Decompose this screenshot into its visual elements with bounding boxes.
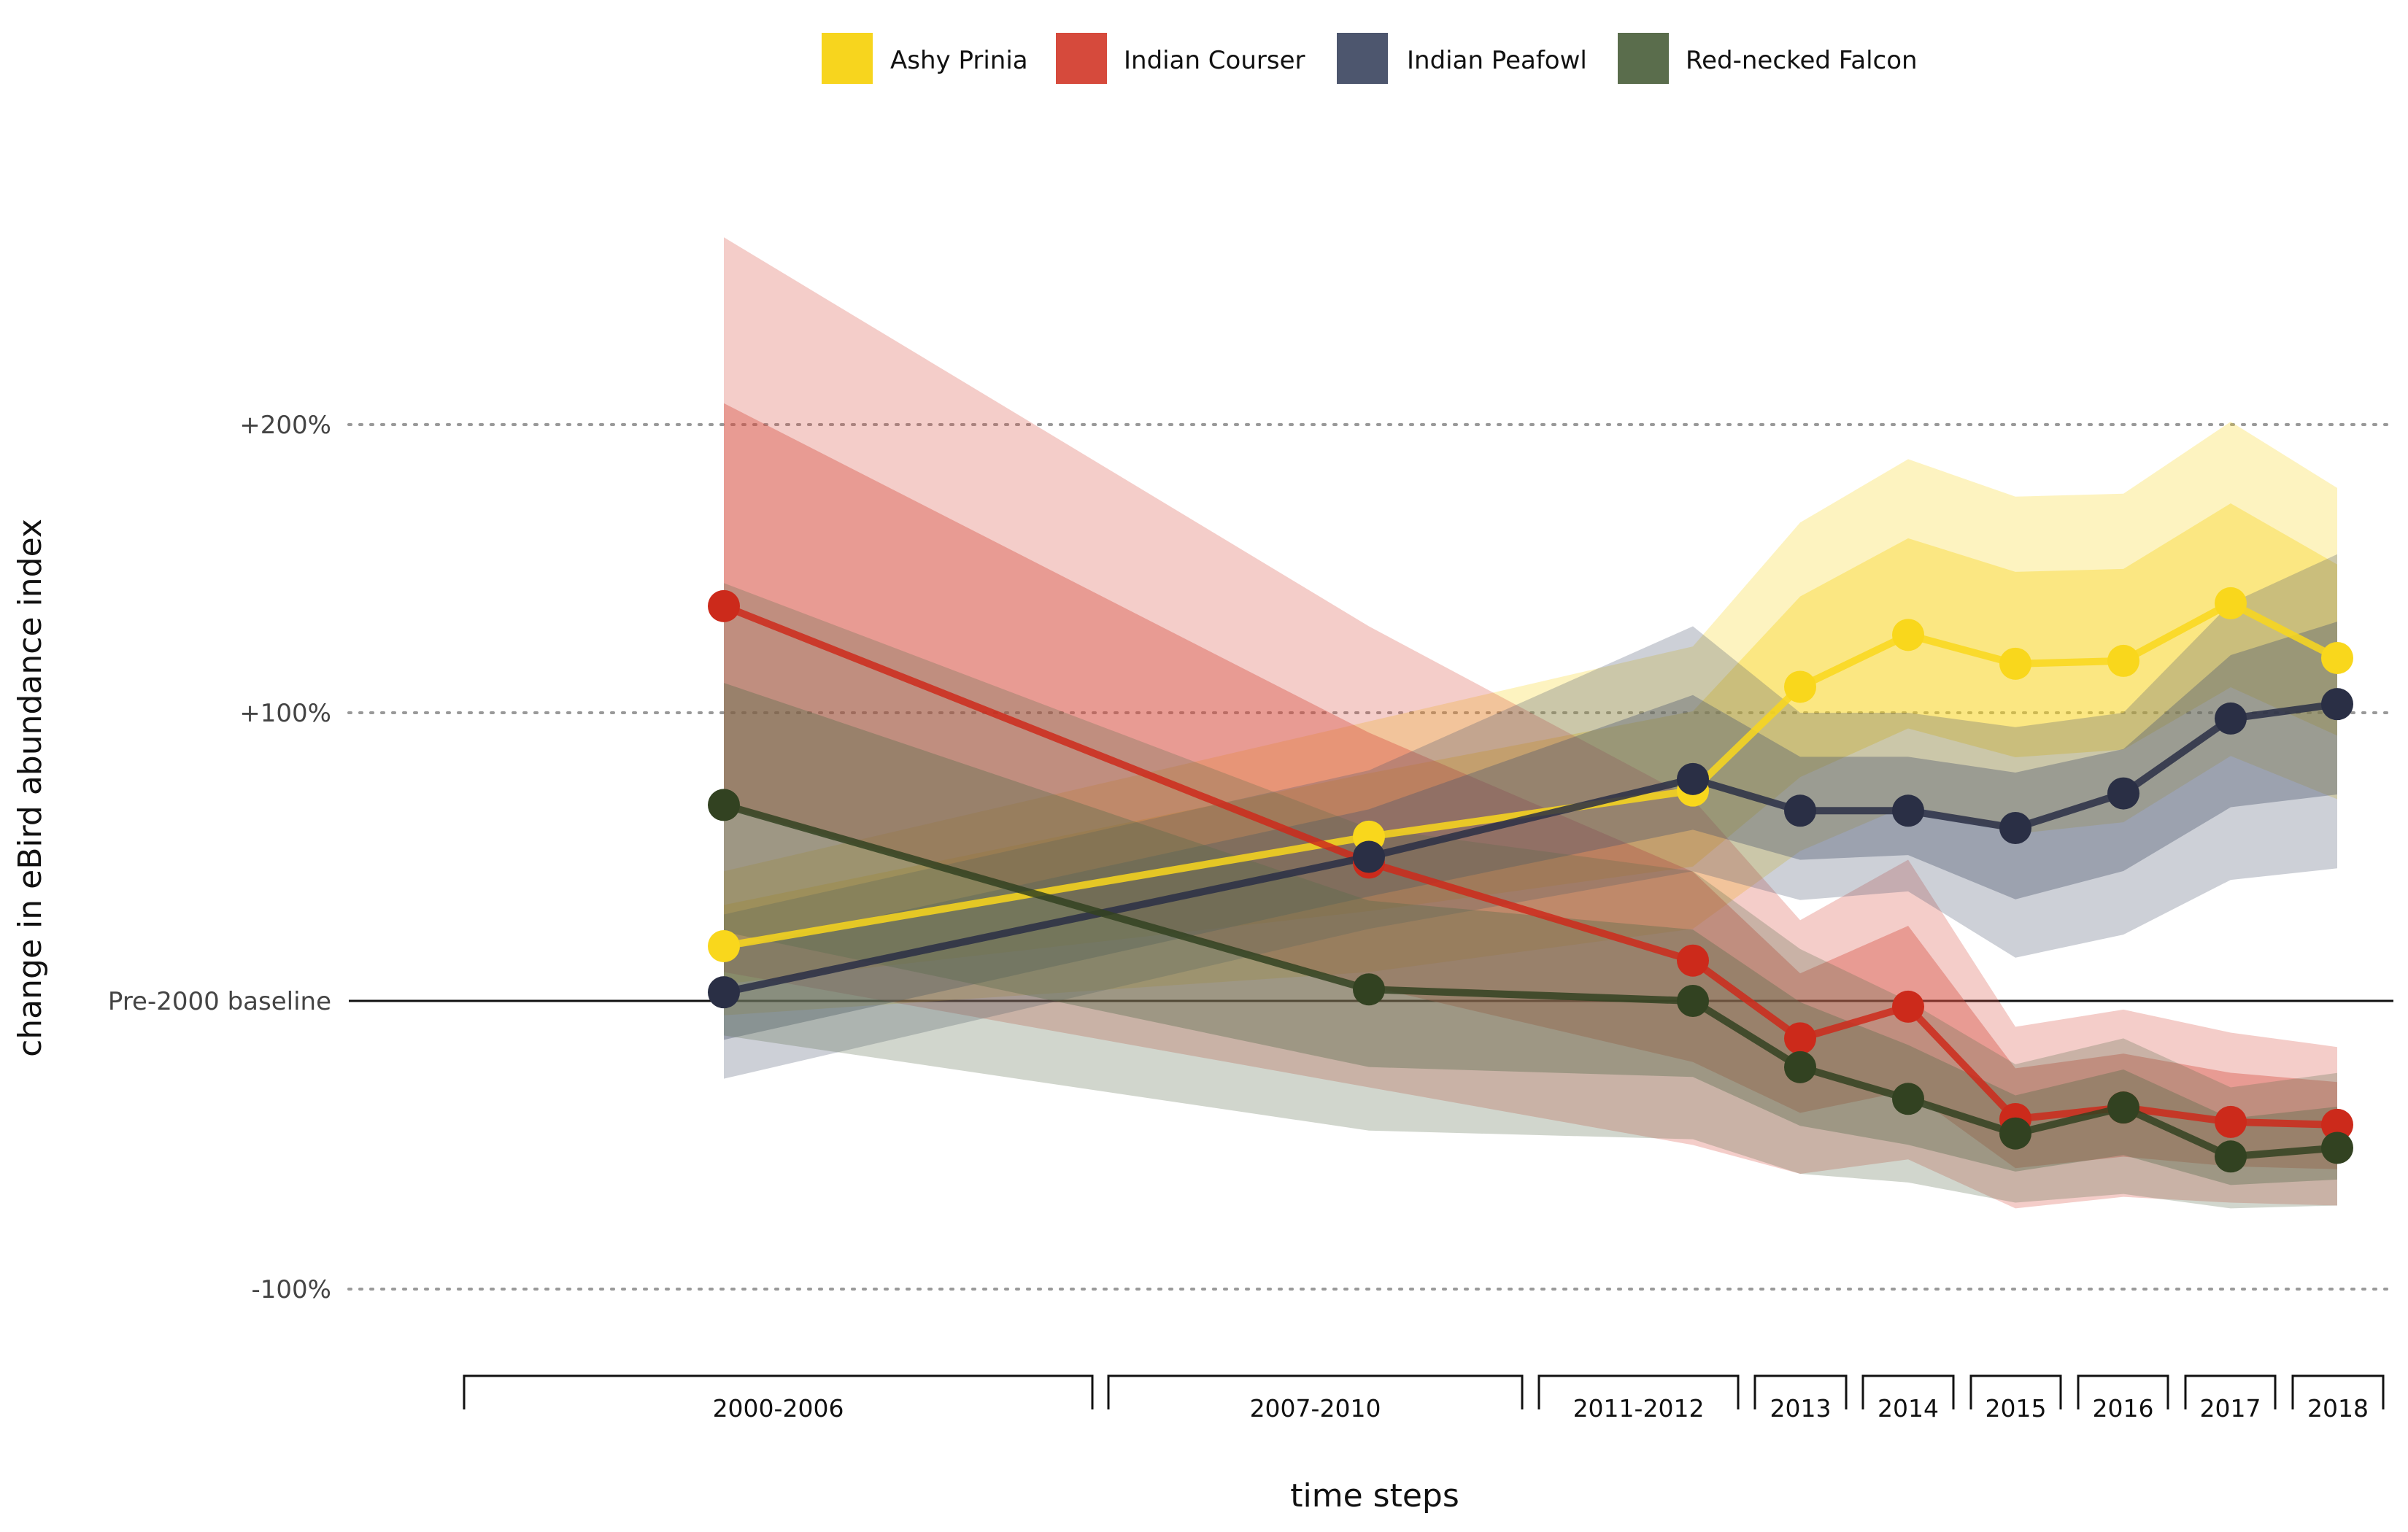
period-bracket: [2184, 1374, 2277, 1409]
period-bracket: [463, 1374, 1094, 1409]
data-point: [2215, 1105, 2247, 1138]
data-point: [708, 929, 740, 962]
band-inner-series-2: [724, 622, 2337, 1040]
period-bracket: [2291, 1374, 2385, 1409]
data-point: [1999, 1117, 2031, 1150]
data-point: [2321, 688, 2353, 721]
data-point: [2215, 702, 2247, 735]
period-label: 2007-2010: [1250, 1394, 1381, 1423]
period-label: 2016: [2093, 1394, 2154, 1423]
data-point: [2215, 587, 2247, 619]
data-point: [1784, 1022, 1816, 1055]
band-outer-series-3: [724, 583, 2337, 1209]
period-label: 2017: [2200, 1394, 2261, 1423]
legend-label: Ashy Prinia: [890, 46, 1028, 75]
data-point: [1677, 762, 1709, 795]
legend-swatch: [822, 33, 873, 84]
x-axis-periods: 2000-2006 2007-2010 2011-2012 2013 2014 2015 2…: [463, 1374, 2385, 1423]
band-outer-series-1: [724, 237, 2337, 1209]
period-bracket: [1753, 1374, 1848, 1409]
period-bracket: [1537, 1374, 1740, 1409]
legend-swatch: [1618, 33, 1669, 84]
band-inner-series-3: [724, 683, 2337, 1185]
band-inner-series-1: [724, 403, 2337, 1169]
legend-swatch: [1337, 33, 1388, 84]
band-outer-series-0: [724, 422, 2337, 1015]
data-point: [2107, 644, 2139, 677]
data-point: [1353, 840, 1385, 873]
x-axis-title: time steps: [1290, 1477, 1459, 1514]
data-point: [1999, 647, 2031, 680]
data-point: [708, 589, 740, 622]
y-tick-label: Pre-2000 baseline: [108, 987, 331, 1016]
period-bracket: [1107, 1374, 1524, 1409]
data-point: [1784, 670, 1816, 703]
data-point: [1353, 973, 1385, 1006]
period-label: 2018: [2307, 1394, 2369, 1423]
y-axis-title: change in eBird abundance index: [12, 519, 49, 1057]
data-point: [1892, 794, 1924, 827]
y-tick-labels: +200% +100% Pre-2000 baseline -100%: [108, 411, 331, 1304]
data-point: [2321, 1108, 2353, 1141]
period-label: 2015: [1986, 1394, 2047, 1423]
data-point: [1999, 812, 2031, 844]
data-point: [708, 976, 740, 1009]
data-point: [1892, 990, 1924, 1023]
confidence-bands: [724, 237, 2337, 1209]
y-tick-label: +200%: [239, 411, 331, 440]
data-point: [1784, 794, 1816, 827]
legend-label: Indian Peafowl: [1407, 46, 1587, 75]
data-point: [1892, 1083, 1924, 1115]
data-point: [1677, 944, 1709, 977]
period-bracket: [1969, 1374, 2062, 1409]
period-label: 2014: [1878, 1394, 1939, 1423]
legend-label: Indian Courser: [1124, 46, 1305, 75]
data-point: [1784, 1051, 1816, 1083]
data-point: [2107, 1091, 2139, 1124]
data-point: [2321, 641, 2353, 674]
period-label: 2000-2006: [713, 1394, 844, 1423]
legend-swatch: [1056, 33, 1107, 84]
data-point: [2107, 777, 2139, 810]
period-bracket: [2077, 1374, 2169, 1409]
data-point: [1677, 985, 1709, 1017]
data-point: [2321, 1131, 2353, 1164]
legend: Ashy Prinia Indian Courser Indian Peafowl R…: [822, 33, 1918, 84]
band-inner-series-0: [724, 503, 2337, 985]
series-points: [708, 587, 2353, 1173]
data-point: [1892, 619, 1924, 651]
period-bracket: [1861, 1374, 1955, 1409]
y-tick-label: -100%: [252, 1275, 331, 1304]
legend-label: Red-necked Falcon: [1686, 46, 1918, 75]
data-point: [2215, 1140, 2247, 1173]
y-tick-label: +100%: [239, 699, 331, 728]
period-label: 2013: [1770, 1394, 1832, 1423]
period-label: 2011-2012: [1573, 1394, 1705, 1423]
data-point: [708, 789, 740, 821]
